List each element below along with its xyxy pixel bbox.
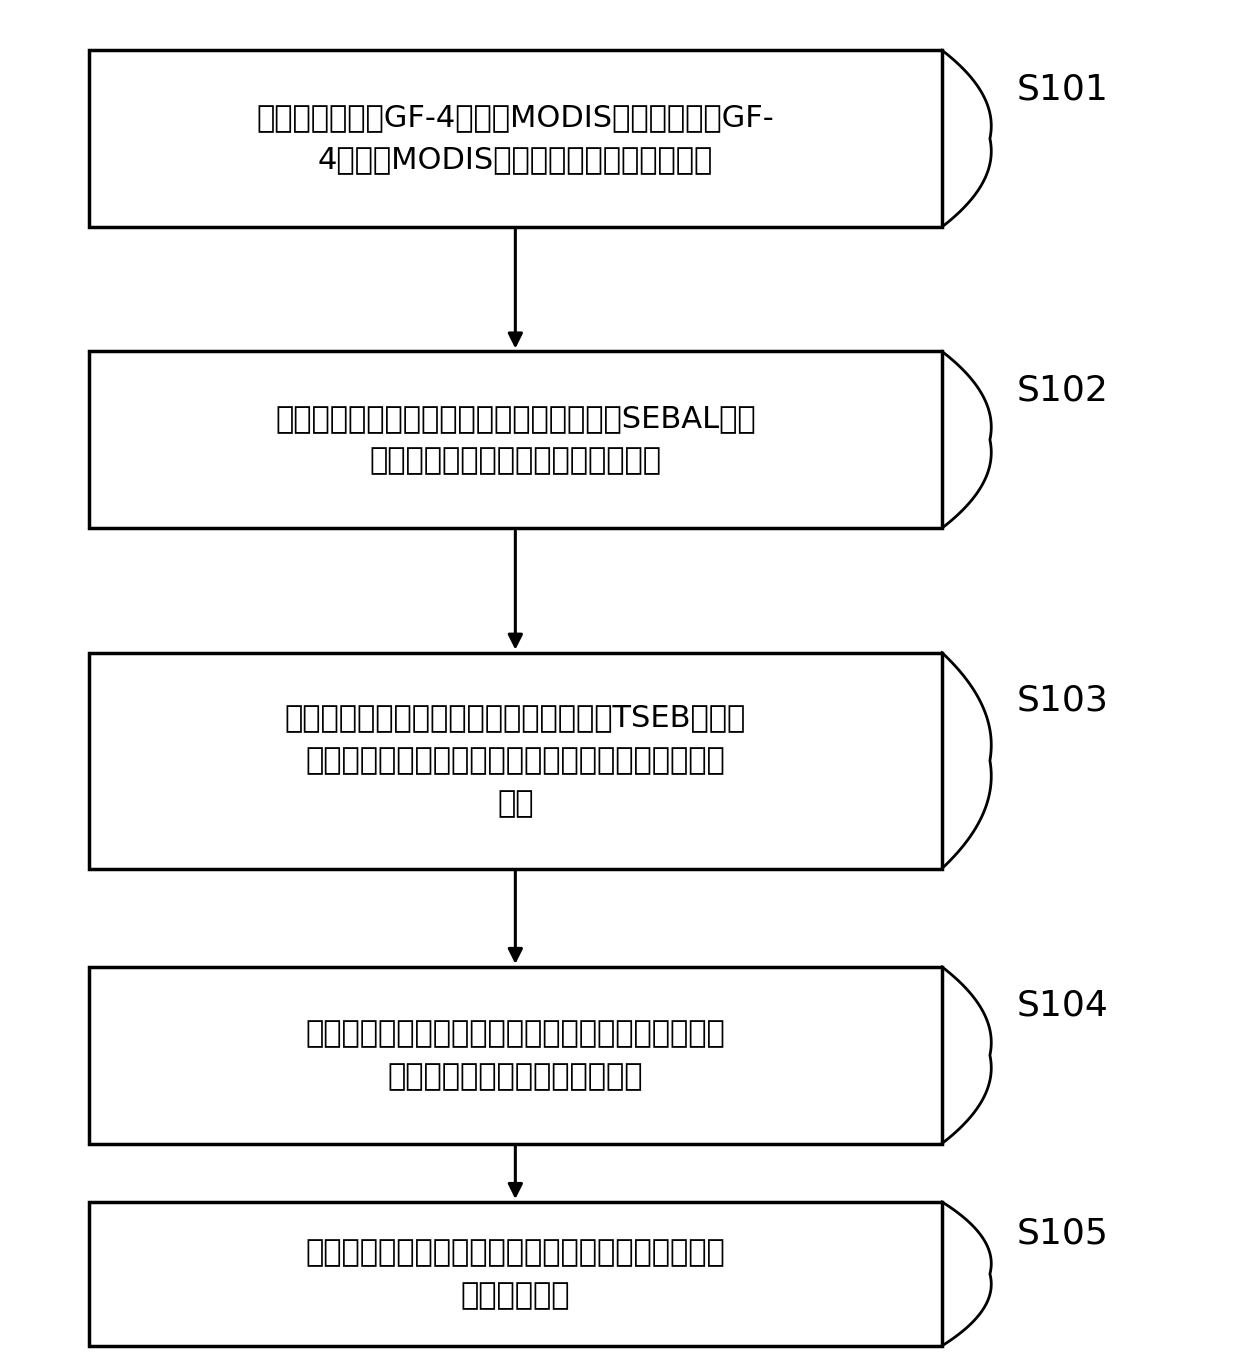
Text: S104: S104 xyxy=(1017,989,1109,1023)
Text: S103: S103 xyxy=(1017,683,1109,717)
FancyBboxPatch shape xyxy=(89,1202,942,1346)
FancyBboxPatch shape xyxy=(89,652,942,869)
Text: 基于地表关键参数，利用地表能量平衡模型SEBAL得到
均匀地表与大气间的热通量交换数据: 基于地表关键参数，利用地表能量平衡模型SEBAL得到 均匀地表与大气间的热通量交… xyxy=(275,404,755,476)
Text: 根据植被冠层热通量交换数据以及土壤热通量交换数
据进行计算，得到瞬时蒸散发量: 根据植被冠层热通量交换数据以及土壤热通量交换数 据进行计算，得到瞬时蒸散发量 xyxy=(305,1019,725,1091)
Text: S105: S105 xyxy=(1017,1217,1109,1251)
FancyBboxPatch shape xyxy=(89,967,942,1143)
Text: S102: S102 xyxy=(1017,374,1109,408)
Text: 基于热通量交换数据，利用能量平衡模型TSEB进行分
解，得到植被冠层热通量交换数据和土壤热通量交换
数据: 基于热通量交换数据，利用能量平衡模型TSEB进行分 解，得到植被冠层热通量交换数… xyxy=(285,704,746,818)
FancyBboxPatch shape xyxy=(89,50,942,226)
Text: 将瞬时蒸散发量进行时间日尺度转换，得到目标区域
的日蒸散发量: 将瞬时蒸散发量进行时间日尺度转换，得到目标区域 的日蒸散发量 xyxy=(305,1239,725,1309)
Text: S101: S101 xyxy=(1017,72,1109,106)
FancyBboxPatch shape xyxy=(89,352,942,528)
Text: 获取目标区域的GF-4数据和MODIS数据，并根据GF-
4数据和MODIS数据反演得到地表关键参数: 获取目标区域的GF-4数据和MODIS数据，并根据GF- 4数据和MODIS数据… xyxy=(257,102,774,175)
